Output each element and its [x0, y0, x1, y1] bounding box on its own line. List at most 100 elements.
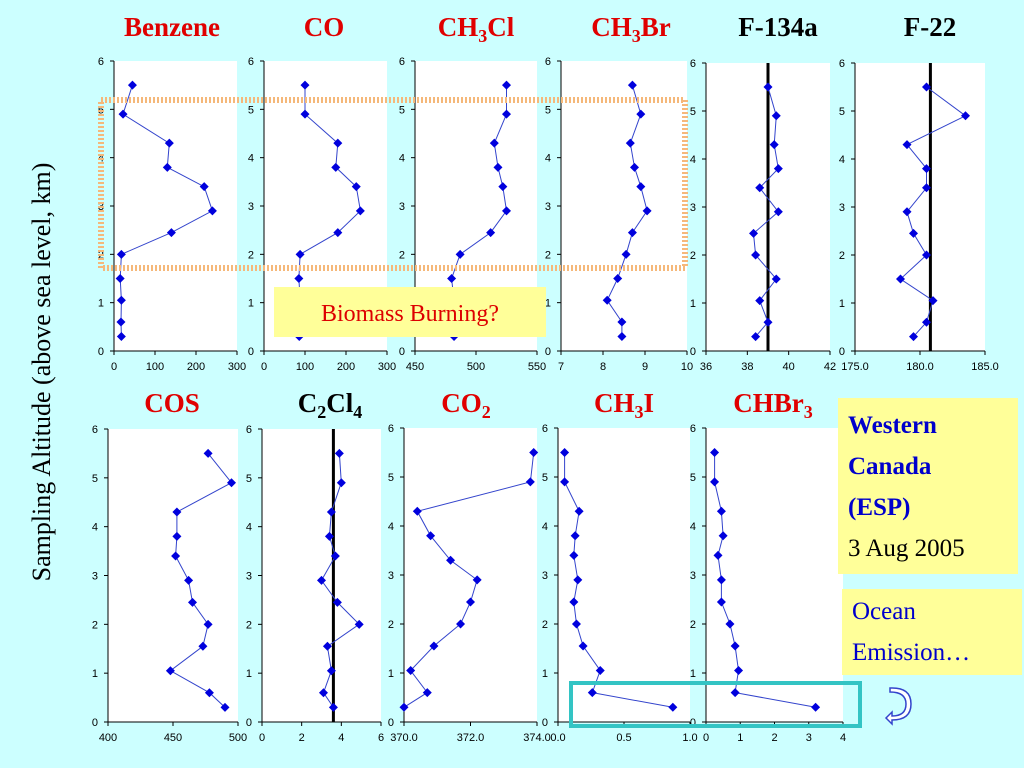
y-tick-label: 0 [399, 346, 405, 358]
x-tick-label: 0 [261, 361, 267, 373]
data-point [455, 249, 465, 259]
y-tick-label: 5 [399, 104, 405, 116]
data-point [668, 702, 678, 712]
data-point [406, 666, 416, 676]
data-point [336, 478, 346, 488]
x-tick-label: 9 [642, 361, 648, 373]
x-tick-label: 1 [737, 732, 743, 744]
y-axis-label: Sampling Altitude (above sea level, km) [27, 163, 56, 582]
data-point [330, 551, 340, 561]
y-tick-label: 1 [839, 298, 845, 310]
x-tick-label: 372.0 [457, 732, 485, 744]
ocean-line-2: Emission… [852, 639, 970, 666]
biomass-highlight-box [98, 97, 688, 271]
data-point [172, 531, 182, 541]
y-tick-label: 2 [388, 619, 394, 631]
data-point [486, 228, 496, 238]
data-point [115, 274, 125, 283]
data-point [625, 138, 635, 148]
y-tick-label: 2 [542, 619, 548, 631]
y-tick-label: 6 [839, 58, 845, 70]
x-tick-label: 40 [783, 361, 795, 373]
data-point [188, 597, 197, 607]
y-tick-label: 5 [545, 104, 551, 116]
data-point [751, 250, 761, 260]
x-tick-label: 100 [296, 361, 314, 373]
data-point [922, 82, 931, 92]
chart-cos: 0 1 2 3 4 5 6 400 450 500 COS [92, 388, 247, 744]
data-point [570, 531, 580, 541]
x-tick-label: 0 [259, 732, 265, 744]
y-tick-label: 6 [399, 56, 405, 68]
x-tick-label: 1.0 [682, 732, 697, 744]
x-tick-label: 6 [378, 732, 384, 744]
data-point [769, 140, 779, 150]
y-tick-label: 2 [246, 619, 252, 631]
y-tick-label: 0 [839, 346, 845, 358]
y-tick-label: 5 [690, 106, 696, 118]
data-point [162, 162, 172, 172]
y-tick-label: 5 [690, 472, 696, 484]
data-point [203, 619, 213, 629]
data-point [466, 597, 475, 607]
data-point [295, 249, 305, 259]
info-line-2: Canada [848, 453, 932, 480]
y-tick-label: 5 [248, 104, 254, 116]
data-point [399, 702, 409, 712]
chart-f134a: 0 1 2 3 4 5 6 36 38 40 42 F-134a [690, 12, 836, 373]
data-point [318, 688, 328, 698]
profile-line [564, 452, 673, 708]
y-tick-label: 4 [92, 522, 98, 534]
x-tick-label: 300 [228, 361, 246, 373]
data-point [755, 296, 765, 306]
x-tick-label: 400 [99, 732, 117, 744]
data-point [300, 109, 310, 119]
x-tick-label: 7 [558, 361, 564, 373]
profile-line [403, 452, 535, 708]
y-tick-label: 6 [542, 423, 548, 435]
y-tick-label: 4 [839, 154, 845, 166]
data-point [730, 641, 740, 651]
y-tick-label: 4 [246, 522, 252, 534]
info-line-4: 3 Aug 2005 [848, 535, 965, 562]
chart-f22: 0 1 2 3 4 5 6 175.0 180.0 185.0 F-22 [839, 12, 999, 373]
chart-title: CO [304, 12, 345, 42]
chart-ch3i: 0 1 2 3 4 5 6 0.0 0.5 1.0 CH3I [542, 388, 698, 744]
y-tick-label: 6 [246, 424, 252, 436]
data-point [326, 507, 336, 517]
data-point [429, 641, 439, 651]
data-point [333, 138, 343, 148]
x-tick-label: 180.0 [906, 361, 934, 373]
data-point [207, 206, 217, 216]
data-point [627, 80, 637, 90]
y-tick-label: 1 [98, 298, 104, 310]
data-point [332, 597, 342, 607]
x-tick-label: 200 [187, 361, 205, 373]
chart-title: C2Cl4 [298, 388, 363, 422]
y-tick-label: 1 [92, 668, 98, 680]
data-point [355, 206, 365, 216]
data-point [493, 162, 503, 172]
data-point [334, 448, 344, 458]
data-point [331, 162, 341, 172]
profile-line [169, 453, 233, 708]
y-tick-label: 6 [388, 423, 394, 435]
profile-line [752, 86, 779, 337]
x-tick-label: 185.0 [971, 361, 999, 373]
chart-title: CO2 [441, 388, 491, 422]
data-point [636, 182, 646, 192]
data-point [220, 702, 230, 712]
data-point [763, 317, 773, 327]
plot-area [561, 61, 687, 351]
data-point [502, 80, 511, 90]
x-tick-label: 175.0 [841, 361, 869, 373]
data-point [116, 295, 126, 305]
data-point [716, 506, 726, 516]
y-tick-label: 0 [545, 346, 551, 358]
data-point [771, 111, 781, 121]
data-point [716, 575, 726, 585]
data-point [730, 688, 740, 698]
data-point [116, 249, 126, 259]
x-tick-label: 370.0 [390, 732, 418, 744]
x-tick-label: 200 [337, 361, 355, 373]
